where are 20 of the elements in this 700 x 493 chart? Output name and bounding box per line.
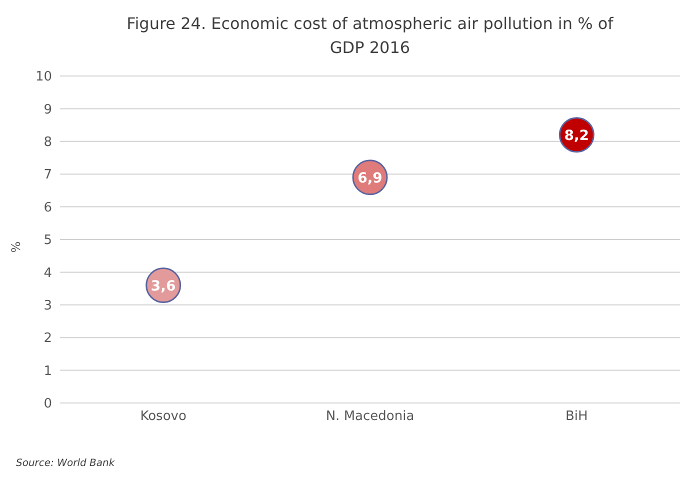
y-tick-label: 3	[44, 298, 52, 314]
data-label: 8,2	[564, 128, 590, 144]
chart-title: Figure 24. Economic cost of atmospheric air pollution in % of GDP 2016	[126, 13, 614, 59]
x-tick-label: N. Macedonia	[326, 409, 414, 424]
y-tick-label: 0	[44, 396, 52, 412]
y-tick-label: 4	[44, 266, 52, 281]
data-label: 3,6	[150, 278, 176, 294]
y-tick-label: 2	[44, 331, 52, 346]
y-axis-title: %	[9, 240, 23, 255]
x-tick-label: Kosovo	[140, 409, 186, 424]
y-tick-label: 7	[44, 168, 52, 183]
y-tick-label: 1	[44, 364, 52, 379]
source-note: Source: World Bank	[16, 458, 115, 469]
data-label: 6,9	[358, 170, 382, 186]
x-tick-label: BiH	[566, 409, 588, 424]
y-tick-label: 9	[44, 102, 52, 118]
y-tick-label: 10	[35, 70, 52, 85]
y-tick-label: 5	[44, 233, 52, 248]
y-tick-label: 8	[44, 135, 52, 150]
y-tick-label: 6	[44, 200, 52, 216]
